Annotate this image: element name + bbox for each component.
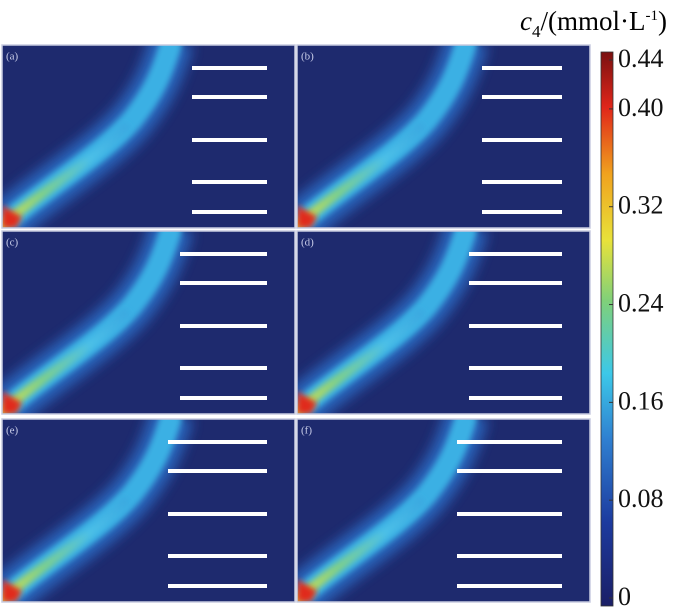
panel-field	[2, 45, 295, 228]
white-bar	[168, 554, 267, 558]
white-bar	[168, 440, 267, 444]
white-bar	[457, 469, 562, 473]
colorbar-tick-label: 0.32	[618, 191, 664, 220]
colorbar-tick-label: 0.44	[618, 44, 664, 73]
white-bar	[180, 252, 267, 256]
panel-field	[2, 231, 295, 414]
panel-label: (b)	[301, 51, 314, 63]
source	[2, 579, 22, 602]
white-bar	[482, 66, 562, 70]
panel: (b)	[296, 44, 591, 229]
white-bar	[469, 281, 562, 285]
panels: (a) (b) (c) (d) (e) (f)	[1, 44, 591, 603]
panel: (f)	[296, 418, 591, 603]
white-bar	[469, 366, 562, 370]
panel-label: (f)	[301, 425, 312, 437]
source	[2, 391, 22, 414]
panel-border	[296, 44, 591, 229]
colorbar-title: c4/(mmol·L-1)	[520, 6, 667, 41]
white-bar	[180, 396, 267, 400]
colorbar-tick-label: 0	[618, 582, 631, 611]
panel-border	[1, 418, 296, 603]
white-bar	[180, 281, 267, 285]
white-bar	[168, 469, 267, 473]
white-bar	[192, 180, 267, 184]
panel-label: (c)	[6, 237, 19, 249]
white-bar	[457, 440, 562, 444]
panel: (e)	[1, 418, 296, 603]
panel-border	[1, 230, 296, 415]
white-bar	[192, 210, 267, 214]
source	[297, 391, 317, 414]
white-bar	[192, 138, 267, 142]
panel-field	[297, 231, 590, 414]
white-bar	[482, 180, 562, 184]
white-bar	[180, 366, 267, 370]
white-bar	[469, 324, 562, 328]
white-bar	[180, 324, 267, 328]
colorbar-tick-label: 0.08	[618, 484, 664, 513]
panel: (a)	[1, 44, 296, 229]
white-bar	[469, 252, 562, 256]
white-bar	[457, 584, 562, 588]
white-bar	[168, 584, 267, 588]
white-bar	[192, 95, 267, 99]
white-bar	[469, 396, 562, 400]
panel: (c)	[1, 230, 296, 415]
panel-label: (e)	[6, 425, 19, 437]
colorbar-tick-label: 0.40	[618, 93, 664, 122]
white-bar	[482, 138, 562, 142]
panel-field	[297, 419, 590, 602]
colorbar-tick-label: 0.24	[618, 289, 664, 318]
panel-border	[1, 44, 296, 229]
white-bar	[168, 512, 267, 516]
panel-field	[2, 419, 295, 602]
source	[297, 205, 317, 228]
panel-label: (d)	[301, 237, 314, 249]
colorbar-tick-label: 0.16	[618, 386, 664, 415]
white-bar	[457, 554, 562, 558]
white-bar	[482, 210, 562, 214]
white-bar	[457, 512, 562, 516]
source	[297, 579, 317, 602]
panel: (d)	[296, 230, 591, 415]
panel-border	[296, 418, 591, 603]
source	[2, 205, 22, 228]
panel-border	[296, 230, 591, 415]
white-bar	[482, 95, 562, 99]
panel-label: (a)	[6, 51, 19, 63]
white-bar	[192, 66, 267, 70]
colorbar	[600, 51, 614, 607]
panel-field	[297, 45, 590, 228]
